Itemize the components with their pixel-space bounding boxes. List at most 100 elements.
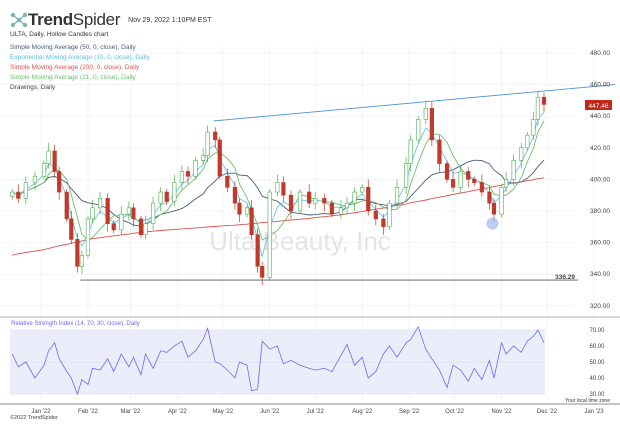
legend-drawings[interactable]: Drawings, Daily (10, 84, 56, 91)
candle-down (329, 202, 334, 215)
candle-up (90, 207, 95, 220)
candle-down (249, 207, 254, 235)
legend-sma50[interactable]: Simple Moving Average (50, 0, close), Da… (10, 44, 136, 51)
x-tick-label: May '22 (212, 409, 233, 415)
candle-down (381, 218, 386, 228)
candle-up (394, 187, 400, 204)
y-tick-label: 360.00 (590, 240, 610, 247)
candle-up (511, 160, 516, 180)
candle-up (46, 150, 51, 164)
timestamp: Nov 29, 2022 1:10PM EST (128, 16, 212, 24)
candle-down (255, 234, 260, 267)
y-tick-label: 480.00 (590, 50, 610, 57)
x-tick-label: Aug '22 (352, 409, 373, 415)
x-tick-label: Feb '22 (78, 409, 98, 415)
candle-up (10, 191, 15, 198)
time-axis[interactable]: Jan '22 Feb '22 Mar '22 Apr '22 May '22 Jun '… (31, 409, 604, 415)
candle-down (281, 182, 286, 196)
candle-down (444, 163, 450, 180)
candle-up (535, 96, 541, 120)
candle-down (472, 179, 477, 183)
legend-symbol[interactable]: ULTA, Daily, Hollow Candles chart (10, 31, 109, 38)
candle-up (519, 147, 524, 161)
candle-down (322, 198, 327, 204)
legend-ema10[interactable]: Exponential Moving Average (10, 0, close… (10, 54, 150, 61)
x-tick-label: Jan '22 (31, 409, 51, 415)
candle-up (85, 218, 91, 256)
x-tick-label: Mar '22 (120, 409, 140, 415)
x-tick-label: Sep '22 (399, 409, 420, 415)
candle-down (213, 131, 218, 141)
timezone-note: Your local time zone (565, 398, 610, 404)
marker-circle (486, 217, 499, 230)
candle-down (138, 218, 144, 235)
header: TrendSpider Nov 29, 2022 1:10PM EST (10, 10, 211, 30)
candle-up (408, 139, 413, 164)
x-tick-label: Jun '22 (260, 409, 280, 415)
candle-up (179, 171, 184, 183)
candle-down (185, 171, 191, 177)
candle-up (151, 202, 156, 224)
last-price-tag: 447.46 (585, 100, 612, 110)
candle-down (307, 191, 312, 204)
candle-down (131, 207, 136, 220)
x-tick-label: Jul '22 (307, 409, 325, 415)
candle-down (69, 218, 74, 240)
candle-up (205, 131, 210, 157)
candle-up (503, 179, 509, 188)
candle-down (450, 179, 456, 188)
y-tick-label: 440.00 (590, 113, 610, 120)
rsi-tick-label: 70.00 (589, 328, 605, 334)
legend-sma200[interactable]: Simple Moving Average (200, 0, close), D… (10, 64, 140, 71)
legend-sma21[interactable]: Simple Moving Average (21, 0, close), Da… (10, 74, 136, 81)
y-tick-label: 460.00 (590, 82, 610, 89)
rsi-tick-label: 40.00 (589, 376, 605, 382)
candle-up (201, 155, 206, 161)
candle-up (313, 198, 318, 204)
rsi-title: Relative Strength Index (14, 70, 30, clo… (11, 321, 140, 327)
x-tick-label: Jan '23 (584, 409, 604, 415)
logo-text: TrendSpider (28, 10, 120, 30)
rsi-line (11, 325, 545, 396)
x-tick-label: Dec '22 (537, 409, 558, 415)
candle-down (466, 171, 471, 180)
copyright: ©2022 TrendSpider (10, 415, 58, 421)
candle-up (416, 119, 421, 141)
trendline (213, 84, 616, 122)
rsi-panel[interactable]: 70.00 60.00 50.00 40.00 30.00 (10, 325, 605, 398)
grid (0, 45, 595, 404)
candle-up (23, 182, 28, 199)
x-tick-label: Nov '22 (491, 409, 512, 415)
price-axis[interactable]: 480.00 460.00 440.00 420.00 400.00 380.00 360.… (590, 50, 610, 310)
y-tick-label: 400.00 (590, 176, 610, 183)
candle-down (373, 210, 378, 220)
candle-up (525, 134, 530, 149)
candle-up (172, 182, 177, 202)
drawings[interactable] (80, 84, 616, 281)
candle-down (487, 191, 492, 204)
candle-down (366, 187, 371, 212)
candle-up (338, 207, 344, 215)
rsi-tick-label: 50.00 (589, 360, 605, 366)
candle-up (423, 108, 428, 120)
logo-bold: Trend (28, 10, 73, 29)
rsi-tick-label: 30.00 (589, 392, 605, 398)
candle-up (267, 191, 272, 278)
candle-down (105, 198, 110, 224)
candle-down (64, 191, 69, 220)
candle-up (158, 191, 163, 204)
candle-down (52, 150, 57, 172)
candle-up (97, 198, 103, 209)
last-price-label: 447.46 (589, 103, 609, 110)
rsi-tick-label: 60.00 (589, 344, 605, 350)
candle-up (41, 163, 47, 177)
sma21-line (11, 120, 545, 241)
candle-up (360, 187, 365, 193)
candle-up (499, 187, 504, 215)
candle-up (32, 175, 38, 183)
x-tick-label: Oct '22 (445, 409, 464, 415)
candles (10, 90, 547, 286)
candle-up (119, 213, 124, 231)
trendspider-logo-icon (10, 12, 28, 28)
